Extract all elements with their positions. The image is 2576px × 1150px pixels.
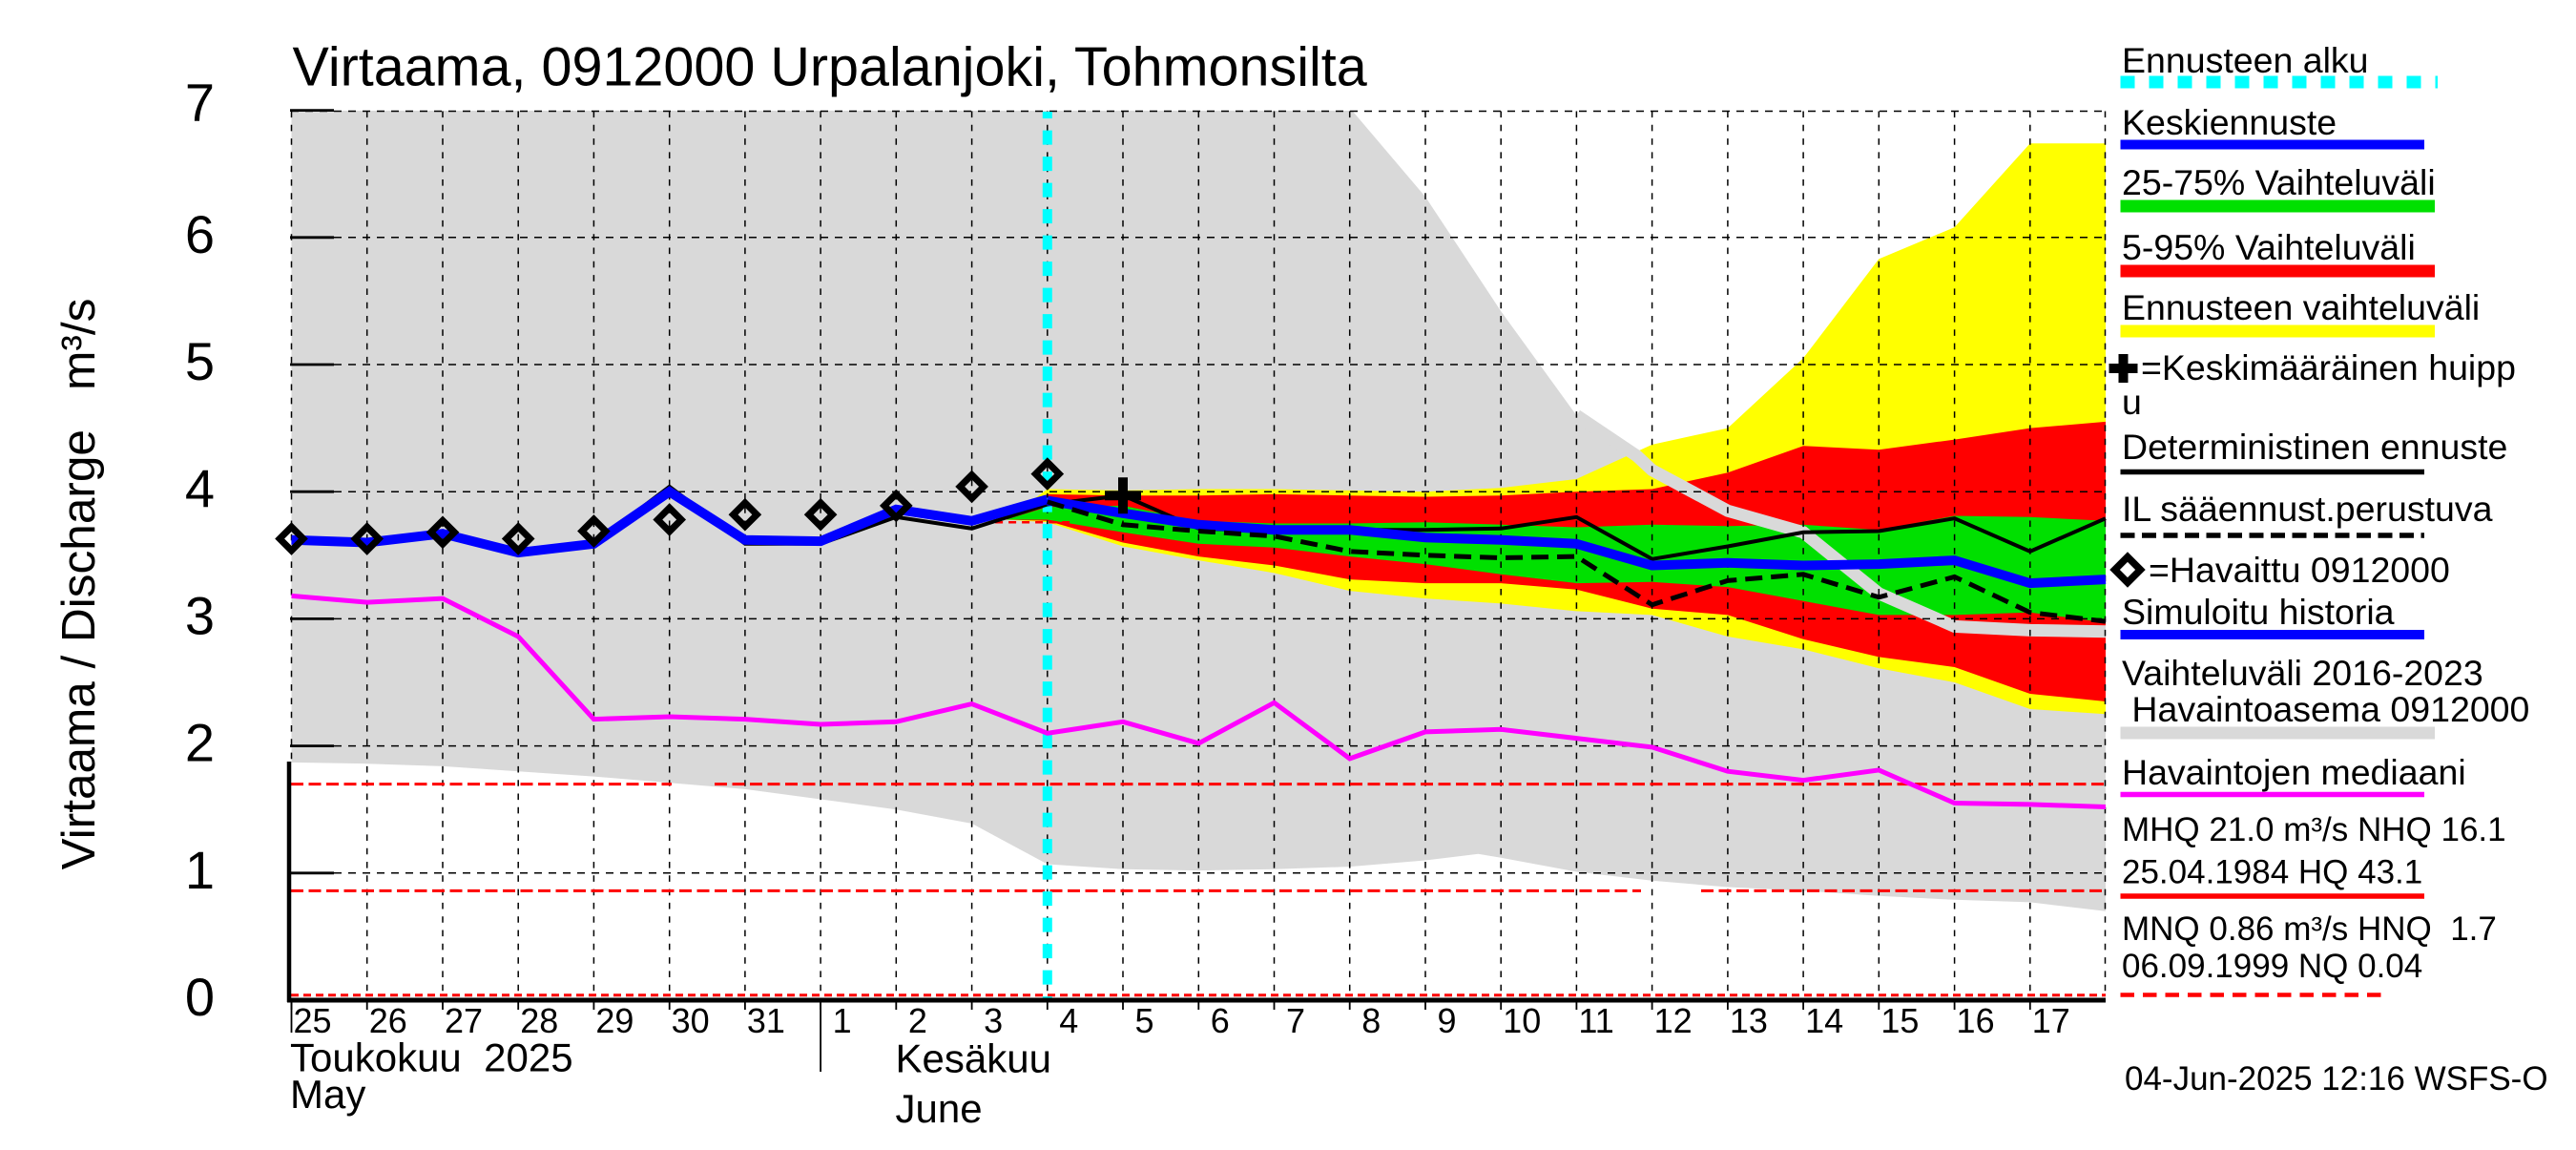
svg-text:17: 17 — [2032, 1001, 2070, 1040]
svg-text:8: 8 — [1361, 1001, 1381, 1040]
svg-text:2: 2 — [908, 1001, 927, 1040]
svg-text:29: 29 — [595, 1001, 634, 1040]
svg-text:5: 5 — [1135, 1001, 1154, 1040]
svg-text:=Keskimääräinen huipp: =Keskimääräinen huipp — [2141, 347, 2516, 387]
svg-text:6: 6 — [185, 204, 215, 264]
svg-text:4: 4 — [185, 458, 215, 518]
svg-text:Virtaama, 0912000 Urpalanjoki,: Virtaama, 0912000 Urpalanjoki, Tohmonsil… — [293, 37, 1367, 98]
svg-text:4: 4 — [1059, 1001, 1078, 1040]
svg-text:Simuloitu historia: Simuloitu historia — [2122, 592, 2395, 632]
svg-text:1: 1 — [185, 840, 215, 900]
svg-text:7: 7 — [1286, 1001, 1305, 1040]
svg-text:Havaintoasema 0912000: Havaintoasema 0912000 — [2122, 689, 2529, 729]
svg-text:Deterministinen ennuste: Deterministinen ennuste — [2122, 427, 2507, 467]
svg-text:15: 15 — [1880, 1001, 1919, 1040]
svg-text:7: 7 — [185, 73, 215, 133]
svg-text:2: 2 — [185, 713, 215, 773]
svg-text:10: 10 — [1503, 1001, 1541, 1040]
svg-text:31: 31 — [747, 1001, 785, 1040]
svg-text:Kesäkuu: Kesäkuu — [896, 1036, 1051, 1081]
svg-text:3: 3 — [185, 585, 215, 645]
svg-text:u: u — [2122, 382, 2142, 422]
svg-text:5-95% Vaihteluväli: 5-95% Vaihteluväli — [2122, 227, 2416, 267]
svg-text:26: 26 — [369, 1001, 407, 1040]
svg-text:28: 28 — [520, 1001, 558, 1040]
svg-text:3: 3 — [984, 1001, 1003, 1040]
svg-text:Keskiennuste: Keskiennuste — [2122, 102, 2337, 142]
svg-text:6: 6 — [1211, 1001, 1230, 1040]
svg-text:Ennusteen vaihteluväli: Ennusteen vaihteluväli — [2122, 287, 2480, 327]
svg-text:25-75% Vaihteluväli: 25-75% Vaihteluväli — [2122, 162, 2436, 202]
svg-text:Vaihteluväli 2016-2023: Vaihteluväli 2016-2023 — [2122, 653, 2483, 693]
svg-text:16: 16 — [1957, 1001, 1995, 1040]
svg-text:Havaintojen mediaani: Havaintojen mediaani — [2122, 752, 2466, 792]
svg-text:Ennusteen alku: Ennusteen alku — [2122, 40, 2369, 80]
svg-text:14: 14 — [1805, 1001, 1843, 1040]
svg-text:25.04.1984 HQ 43.1: 25.04.1984 HQ 43.1 — [2122, 854, 2422, 891]
svg-text:Toukokuu 2025: Toukokuu 2025 — [290, 1035, 573, 1079]
svg-text:May: May — [290, 1072, 365, 1117]
svg-text:12: 12 — [1654, 1001, 1693, 1040]
svg-text:IL sääennust.perustuva: IL sääennust.perustuva — [2122, 489, 2493, 529]
svg-text:27: 27 — [445, 1001, 483, 1040]
svg-text:1: 1 — [833, 1001, 852, 1040]
svg-text:Virtaama / Discharge m³/s: Virtaama / Discharge m³/s — [52, 299, 105, 870]
svg-text:06.09.1999 NQ 0.04: 06.09.1999 NQ 0.04 — [2122, 948, 2422, 985]
svg-text:25: 25 — [294, 1001, 332, 1040]
svg-text:June: June — [896, 1086, 983, 1131]
svg-text:13: 13 — [1730, 1001, 1768, 1040]
svg-text:MNQ 0.86 m³/s HNQ 1.7: MNQ 0.86 m³/s HNQ 1.7 — [2122, 910, 2497, 948]
svg-text:04-Jun-2025 12:16 WSFS-O: 04-Jun-2025 12:16 WSFS-O — [2125, 1060, 2548, 1098]
svg-text:=Havaittu 0912000: =Havaittu 0912000 — [2149, 550, 2450, 590]
svg-text:9: 9 — [1437, 1001, 1456, 1040]
svg-text:11: 11 — [1578, 1001, 1613, 1040]
svg-text:MHQ 21.0 m³/s NHQ 16.1: MHQ 21.0 m³/s NHQ 16.1 — [2122, 811, 2506, 848]
svg-text:30: 30 — [672, 1001, 710, 1040]
svg-text:5: 5 — [185, 331, 215, 391]
svg-text:0: 0 — [185, 967, 215, 1027]
